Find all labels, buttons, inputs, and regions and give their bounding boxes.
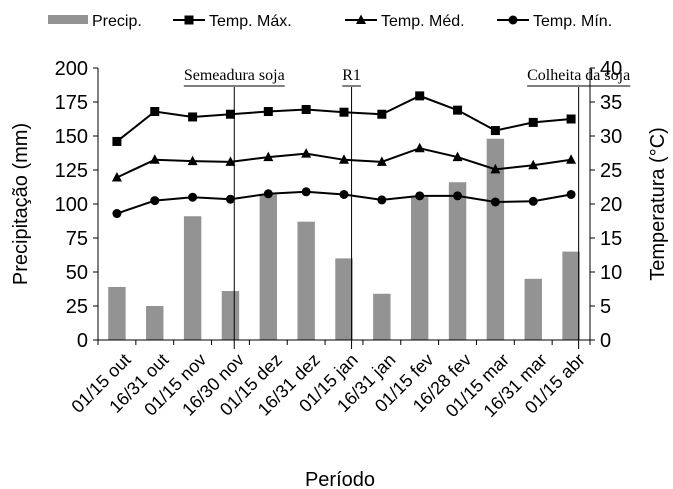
temperature-point-square	[377, 109, 387, 119]
temperature-line-square	[116, 94, 572, 143]
temperature-point-triangle	[111, 171, 122, 182]
temperature-point-triangle	[263, 151, 274, 162]
temperature-point-triangle	[528, 159, 539, 170]
temperature-point-circle	[528, 196, 538, 206]
precip-bar	[448, 182, 467, 340]
temperature-point-circle	[263, 189, 273, 199]
temperature-point-triangle	[149, 154, 160, 164]
precip-bar	[524, 278, 542, 340]
legend-precip-label: Precip.	[92, 13, 142, 30]
temperature-point-triangle	[187, 155, 198, 166]
legend: Precip. Temp. Máx. Temp. Méd. Temp. Mín.	[48, 13, 612, 30]
temperature-point-circle	[301, 187, 311, 197]
x-axis-title: Período	[305, 469, 375, 489]
temperature-point-triangle	[339, 154, 349, 164]
right-tick-label: 15	[600, 228, 622, 250]
left-tick-label: 0	[77, 330, 88, 352]
left-tick-label: 200	[55, 58, 88, 80]
right-tick-label: 10	[600, 262, 622, 284]
precip-bar	[108, 286, 126, 340]
annotation-label: Semeadura soja	[184, 67, 285, 84]
temperature-point-circle	[566, 189, 576, 199]
temperature-point-square	[453, 105, 463, 115]
temperature-point-circle	[188, 192, 198, 202]
right-tick-label: 35	[600, 92, 622, 114]
annotations: Semeadura soja R1 Colheita da soja	[183, 67, 631, 349]
temperature-point-triangle	[225, 156, 236, 166]
legend-marker-circle	[508, 15, 518, 25]
annotation-label: Colheita da soja	[527, 67, 630, 84]
left-tick-label: 100	[55, 194, 88, 216]
left-tick-label: 50	[66, 262, 88, 284]
temperature-point-square	[112, 136, 122, 146]
annotation-label: R1	[342, 67, 361, 84]
precip-bars	[108, 138, 580, 340]
precip-bar	[410, 197, 429, 340]
precip-bar	[562, 251, 580, 340]
legend-label-square: Temp. Máx.	[209, 13, 292, 30]
precip-bar	[297, 221, 315, 340]
temperature-point-triangle	[490, 163, 501, 174]
precip-bar	[373, 293, 391, 340]
legend-marker-square	[184, 15, 194, 25]
temperature-point-square	[490, 126, 500, 136]
left-axis-title: Precipitação (mm)	[10, 123, 32, 285]
temperature-point-circle	[377, 195, 387, 205]
right-tick-label: 30	[600, 126, 622, 148]
precip-bar	[183, 216, 202, 340]
temperature-point-square	[339, 107, 349, 117]
legend-label-triangle: Temp. Méd.	[381, 13, 465, 30]
right-tick-label: 5	[600, 296, 611, 318]
temperature-point-circle	[112, 209, 122, 219]
temperature-point-circle	[415, 191, 425, 201]
temperature-point-triangle	[301, 148, 312, 158]
precip-bar	[335, 258, 353, 340]
left-tick-label: 150	[55, 126, 88, 148]
temperature-point-circle	[150, 196, 160, 206]
left-tick-label: 75	[66, 228, 88, 250]
temperature-point-square	[528, 117, 538, 127]
temperature-point-circle	[453, 191, 463, 201]
right-tick-label: 40	[600, 58, 622, 80]
right-tick-label: 0	[600, 330, 611, 352]
temperature-point-square	[225, 109, 235, 119]
precip-bar	[146, 306, 164, 340]
temperature-lines	[111, 91, 577, 219]
right-tick-label: 25	[600, 160, 622, 182]
legend-marker-triangle	[356, 14, 366, 24]
left-tick-label: 175	[55, 92, 88, 114]
precip-bar	[221, 291, 240, 340]
precip-bar	[486, 138, 505, 340]
precip-bar	[259, 194, 278, 340]
temperature-point-triangle	[452, 151, 463, 162]
left-tick-label: 25	[66, 296, 88, 318]
right-tick-label: 20	[600, 194, 622, 216]
temperature-point-square	[150, 107, 160, 117]
temperature-point-circle	[225, 194, 235, 204]
temperature-point-triangle	[566, 154, 577, 164]
temperature-point-square	[188, 112, 198, 122]
temperature-point-square	[263, 107, 273, 117]
temperature-point-square	[566, 114, 576, 124]
temperature-point-square	[301, 104, 311, 114]
right-axis-title: Temperatura (°C)	[647, 127, 669, 281]
temperature-point-square	[415, 91, 425, 101]
legend-label-circle: Temp. Mín.	[533, 13, 612, 30]
temperature-point-triangle	[376, 156, 387, 166]
temperature-point-circle	[490, 197, 500, 207]
legend-precip-swatch	[48, 15, 88, 24]
left-tick-label: 125	[55, 160, 88, 182]
temperature-point-triangle	[414, 142, 425, 153]
temperature-point-circle	[339, 189, 349, 199]
